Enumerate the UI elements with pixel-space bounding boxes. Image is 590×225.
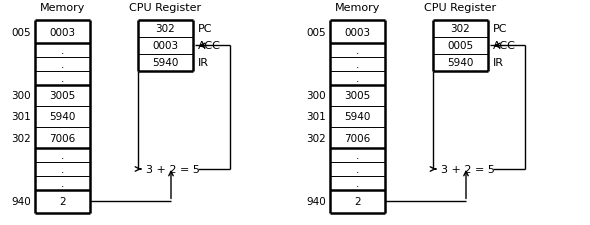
- Text: Memory: Memory: [335, 3, 380, 13]
- Text: .: .: [61, 178, 64, 188]
- Text: .: .: [61, 151, 64, 160]
- Text: .: .: [356, 164, 359, 174]
- Text: 940: 940: [11, 196, 31, 206]
- Text: 0003: 0003: [50, 27, 76, 38]
- Text: Memory: Memory: [40, 3, 85, 13]
- Text: .: .: [356, 74, 359, 83]
- Text: 300: 300: [11, 91, 31, 101]
- Text: 301: 301: [306, 112, 326, 122]
- Text: 3005: 3005: [345, 91, 371, 101]
- Text: .: .: [61, 46, 64, 56]
- Text: 7006: 7006: [345, 133, 371, 143]
- Text: PC: PC: [493, 24, 507, 34]
- Text: .: .: [61, 74, 64, 83]
- Text: .: .: [356, 46, 359, 56]
- Text: 005: 005: [306, 27, 326, 38]
- Text: 7006: 7006: [50, 133, 76, 143]
- Text: 5940: 5940: [345, 112, 371, 122]
- Text: 302: 302: [451, 24, 470, 34]
- Text: .: .: [356, 60, 359, 70]
- Text: 0003: 0003: [345, 27, 371, 38]
- Text: 0005: 0005: [447, 41, 474, 51]
- Text: 301: 301: [11, 112, 31, 122]
- Text: 2: 2: [354, 196, 361, 206]
- Text: PC: PC: [198, 24, 212, 34]
- Text: CPU Register: CPU Register: [424, 3, 497, 13]
- Text: 940: 940: [306, 196, 326, 206]
- Text: CPU Register: CPU Register: [129, 3, 202, 13]
- Text: 302: 302: [306, 133, 326, 143]
- Text: 005: 005: [11, 27, 31, 38]
- Text: .: .: [61, 164, 64, 174]
- Text: 0003: 0003: [152, 41, 179, 51]
- Text: .: .: [61, 60, 64, 70]
- Text: ACC: ACC: [493, 41, 516, 51]
- Text: 5940: 5940: [447, 58, 474, 68]
- Text: 2: 2: [59, 196, 66, 206]
- Text: IR: IR: [493, 58, 504, 68]
- Text: 302: 302: [11, 133, 31, 143]
- Text: .: .: [356, 151, 359, 160]
- Text: 3005: 3005: [50, 91, 76, 101]
- Text: 5940: 5940: [50, 112, 76, 122]
- Text: ACC: ACC: [198, 41, 221, 51]
- Text: 300: 300: [306, 91, 326, 101]
- Text: 5940: 5940: [152, 58, 179, 68]
- Text: 3 + 2 = 5: 3 + 2 = 5: [146, 164, 200, 174]
- Text: 302: 302: [156, 24, 175, 34]
- Text: 3 + 2 = 5: 3 + 2 = 5: [441, 164, 495, 174]
- Text: IR: IR: [198, 58, 209, 68]
- Text: .: .: [356, 178, 359, 188]
